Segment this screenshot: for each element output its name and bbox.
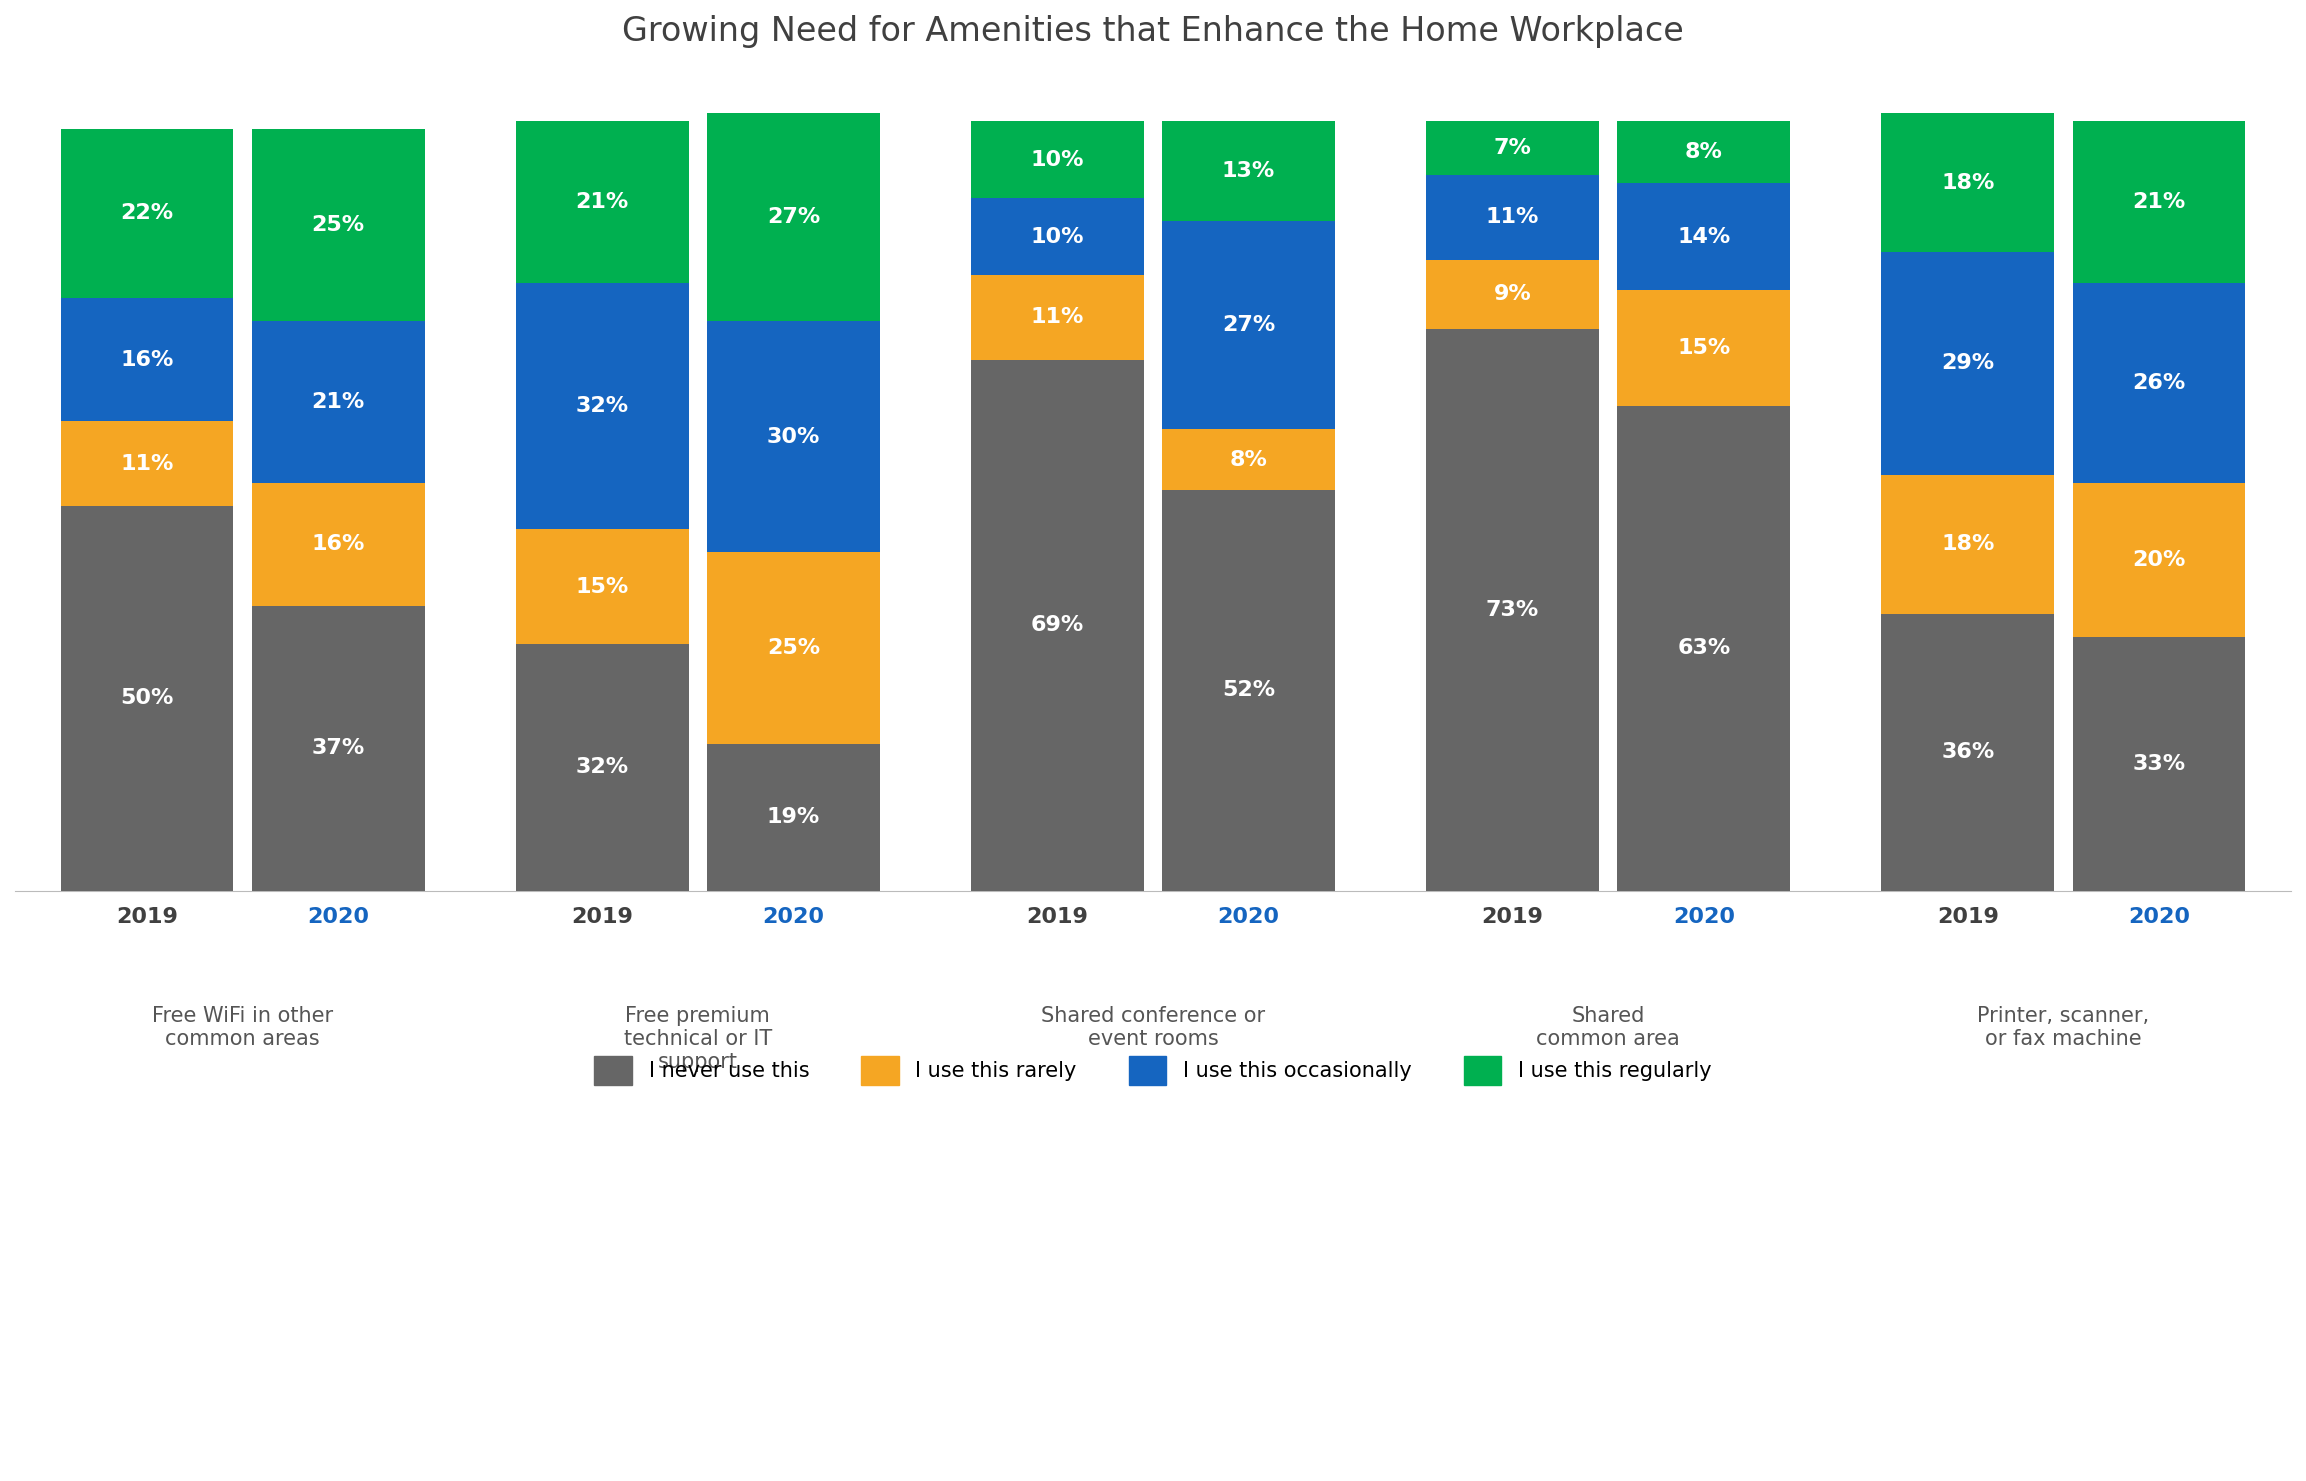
Text: 18%: 18% — [1942, 173, 1995, 193]
Bar — [1162, 429, 1335, 490]
Bar — [517, 529, 689, 644]
Bar — [708, 745, 881, 890]
Text: 29%: 29% — [1942, 354, 1995, 373]
Bar — [1162, 490, 1335, 890]
Bar — [1162, 121, 1335, 221]
Text: Shared conference or
event rooms: Shared conference or event rooms — [1040, 1006, 1266, 1049]
Text: 32%: 32% — [576, 395, 630, 416]
Text: Printer, scanner,
or fax machine: Printer, scanner, or fax machine — [1976, 1006, 2149, 1049]
Text: 15%: 15% — [1676, 338, 1730, 358]
Bar — [2073, 121, 2246, 283]
Text: 36%: 36% — [1942, 742, 1995, 763]
Text: 15%: 15% — [576, 576, 630, 597]
Bar — [517, 283, 689, 529]
Text: 8%: 8% — [1229, 450, 1268, 469]
Text: 52%: 52% — [1222, 680, 1275, 701]
Text: 21%: 21% — [311, 392, 364, 412]
Text: 10%: 10% — [1031, 227, 1084, 246]
Bar — [708, 114, 881, 321]
Text: 7%: 7% — [1494, 138, 1531, 158]
Bar — [251, 606, 424, 890]
Bar — [2073, 283, 2246, 483]
Bar — [60, 507, 233, 890]
Text: 30%: 30% — [766, 427, 821, 447]
Text: 11%: 11% — [1031, 308, 1084, 327]
Bar — [1617, 121, 1789, 182]
Text: 25%: 25% — [311, 215, 364, 235]
Bar — [1425, 121, 1598, 175]
Text: Shared
common area: Shared common area — [1536, 1006, 1681, 1049]
Bar — [1425, 175, 1598, 259]
Bar — [60, 129, 233, 298]
Bar — [2073, 637, 2246, 890]
Bar — [1882, 475, 2055, 613]
Text: 63%: 63% — [1676, 638, 1730, 658]
Bar — [1617, 290, 1789, 406]
Text: 9%: 9% — [1494, 284, 1531, 304]
Text: 25%: 25% — [768, 638, 821, 658]
Text: 27%: 27% — [1222, 315, 1275, 335]
Bar — [1425, 259, 1598, 329]
Bar — [1162, 221, 1335, 429]
Text: 73%: 73% — [1485, 600, 1538, 619]
Text: 19%: 19% — [768, 807, 821, 828]
Bar — [517, 121, 689, 283]
Text: 69%: 69% — [1031, 615, 1084, 635]
Bar — [971, 198, 1144, 275]
Bar — [708, 321, 881, 552]
Text: 26%: 26% — [2133, 373, 2186, 392]
Bar — [1617, 406, 1789, 890]
Bar — [971, 121, 1144, 198]
Bar — [1882, 252, 2055, 475]
Bar — [251, 321, 424, 483]
Text: 10%: 10% — [1031, 150, 1084, 170]
Text: Free premium
technical or IT
support: Free premium technical or IT support — [623, 1006, 773, 1072]
Text: 16%: 16% — [120, 350, 173, 370]
Text: 33%: 33% — [2133, 754, 2186, 773]
Bar — [60, 421, 233, 507]
Text: 27%: 27% — [768, 207, 821, 227]
Text: 21%: 21% — [2133, 193, 2186, 212]
Text: 13%: 13% — [1222, 161, 1275, 181]
Bar — [1882, 613, 2055, 890]
Title: Growing Need for Amenities that Enhance the Home Workplace: Growing Need for Amenities that Enhance … — [623, 15, 1683, 47]
Bar — [1882, 114, 2055, 252]
Text: 18%: 18% — [1942, 535, 1995, 554]
Text: 20%: 20% — [2133, 549, 2186, 570]
Text: 8%: 8% — [1686, 142, 1723, 161]
Text: 14%: 14% — [1676, 227, 1730, 246]
Bar — [971, 360, 1144, 890]
Bar — [517, 644, 689, 890]
Bar — [971, 275, 1144, 360]
Text: 16%: 16% — [311, 535, 364, 554]
Text: 37%: 37% — [311, 738, 364, 758]
Text: Free WiFi in other
common areas: Free WiFi in other common areas — [152, 1006, 332, 1049]
Legend: I never use this, I use this rarely, I use this occasionally, I use this regular: I never use this, I use this rarely, I u… — [574, 1035, 1732, 1106]
Bar — [2073, 483, 2246, 637]
Text: 50%: 50% — [120, 689, 173, 708]
Text: 11%: 11% — [1485, 207, 1540, 227]
Bar — [1425, 329, 1598, 890]
Bar — [708, 552, 881, 745]
Text: 32%: 32% — [576, 757, 630, 778]
Bar — [251, 129, 424, 321]
Text: 21%: 21% — [576, 193, 630, 212]
Bar — [251, 483, 424, 606]
Text: 11%: 11% — [120, 453, 173, 474]
Bar — [1617, 182, 1789, 290]
Text: 22%: 22% — [120, 203, 173, 224]
Bar — [60, 298, 233, 421]
